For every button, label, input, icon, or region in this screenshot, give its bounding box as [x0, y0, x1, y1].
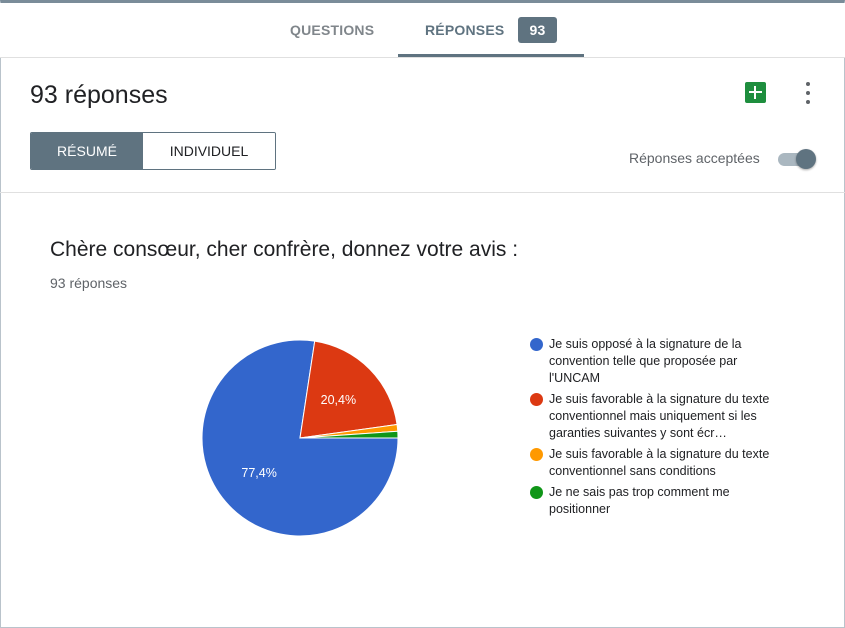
legend-item-1[interactable]: Je suis favorable à la signature du text…: [530, 391, 780, 442]
summary-view-button[interactable]: RÉSUMÉ: [31, 133, 143, 169]
question-title: Chère consœur, cher confrère, donnez vot…: [50, 238, 519, 261]
legend-label: Je ne sais pas trop comment me positionn…: [549, 485, 730, 516]
chart-legend: Je suis opposé à la signature de la conv…: [530, 336, 780, 518]
individual-view-button[interactable]: INDIVIDUEL: [143, 133, 275, 169]
top-tab-bar: QUESTIONS RÉPONSES 93: [0, 3, 845, 58]
legend-swatch-icon: [530, 393, 543, 406]
question-response-count: 93 réponses: [50, 275, 128, 291]
more-vert-icon[interactable]: [804, 82, 812, 104]
legend-item-2[interactable]: Je suis favorable à la signature du text…: [530, 446, 780, 480]
legend-swatch-icon: [530, 486, 543, 499]
accepting-responses-toggle[interactable]: [776, 148, 818, 170]
pie-chart: 77,4% 20,4%: [201, 339, 399, 537]
pie-slice-0[interactable]: [201, 339, 399, 537]
accepting-responses-label: Réponses acceptées: [629, 150, 760, 166]
sheets-icon[interactable]: [745, 82, 766, 103]
tab-responses[interactable]: RÉPONSES 93: [398, 3, 584, 57]
legend-label: Je suis favorable à la signature du text…: [549, 392, 770, 440]
toggle-thumb: [796, 149, 816, 169]
pie-slice-label-1: 20,4%: [321, 393, 356, 407]
legend-label: Je suis favorable à la signature du text…: [549, 447, 770, 478]
responses-title: 93 réponses: [30, 81, 168, 109]
legend-swatch-icon: [530, 338, 543, 351]
view-toggle: RÉSUMÉ INDIVIDUEL: [30, 132, 276, 170]
legend-item-0[interactable]: Je suis opposé à la signature de la conv…: [530, 336, 780, 387]
tab-questions[interactable]: QUESTIONS: [290, 22, 375, 38]
pie-slice-label-0: 77,4%: [241, 466, 276, 480]
active-tab-indicator: [398, 54, 584, 57]
pie-slice-3[interactable]: [299, 430, 399, 439]
legend-swatch-icon: [530, 448, 543, 461]
pie-slice-1[interactable]: [299, 340, 398, 439]
responses-header: 93 réponses RÉSUMÉ INDIVIDUEL Réponses a…: [0, 58, 845, 193]
legend-item-3[interactable]: Je ne sais pas trop comment me positionn…: [530, 484, 780, 518]
tab-responses-label: RÉPONSES: [425, 22, 505, 38]
legend-label: Je suis opposé à la signature de la conv…: [549, 337, 742, 385]
responses-count-badge: 93: [518, 17, 557, 43]
